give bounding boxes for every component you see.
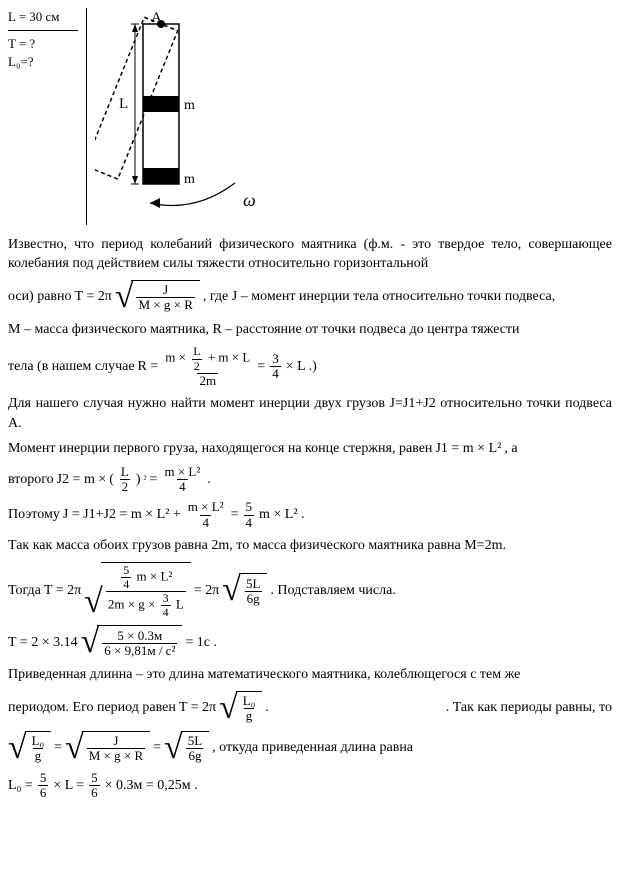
diagram-label-L: L xyxy=(119,96,128,112)
eq-T-numeric: T = 2 × 3.14 √ 5 × 0.3м 6 × 9,81м / с² =… xyxy=(8,625,612,659)
mass-label-2: m xyxy=(184,172,195,187)
given-T: T = ? xyxy=(8,35,78,53)
eq-L0-result: L₀ = 5 6 × L = 5 6 × 0.3м = 0,25м . xyxy=(8,771,612,801)
text-reduced-len: Приведенная длинна – это длина математич… xyxy=(8,665,612,685)
given-L: L = 30 см xyxy=(8,8,78,31)
mass-block-2 xyxy=(143,168,179,184)
omega-label: ω xyxy=(243,190,256,210)
text-J-need: Для нашего случая нужно найти момент ине… xyxy=(8,394,612,433)
text-mass-2m: Так как масса обоих грузов равна 2m, то … xyxy=(8,536,612,556)
text-M-R: M – масса физического маятника, R – расс… xyxy=(8,320,612,340)
text-J1: Момент инерции первого груза, находящего… xyxy=(8,439,612,459)
mass-label-1: m xyxy=(184,98,195,113)
given-L0: L₀=? xyxy=(8,53,78,71)
eq-equality-chain: √ L₀ g = √ J M × g × R = √ 5L 6g , откуд… xyxy=(8,731,612,765)
eq-T-math-pendulum: периодом. Его период равен T = 2π √ L₀ g… xyxy=(8,691,612,725)
eq-J2: второго J2 = m × ( L 2 )² = m × L² 4 . xyxy=(8,465,612,495)
eq-T-subst: Тогда T = 2π √ 5 4 m × L² 2m × g × 3 4 xyxy=(8,562,612,620)
given-values: L = 30 см T = ? L₀=? xyxy=(8,8,78,72)
eq-period-formula: оси) равно T = 2π √ J M × g × R , где J … xyxy=(8,280,612,314)
vertical-divider xyxy=(86,8,87,225)
pendulum-diagram: A m m L ω xyxy=(95,8,325,225)
text-intro-1: Известно, что период колебаний физическо… xyxy=(8,235,612,274)
eq-R: тела (в нашем случае R = m × L 2 + m × L… xyxy=(8,345,612,388)
eq-J-total: Поэтому J = J1+J2 = m × L² + m × L² 4 = … xyxy=(8,500,612,530)
